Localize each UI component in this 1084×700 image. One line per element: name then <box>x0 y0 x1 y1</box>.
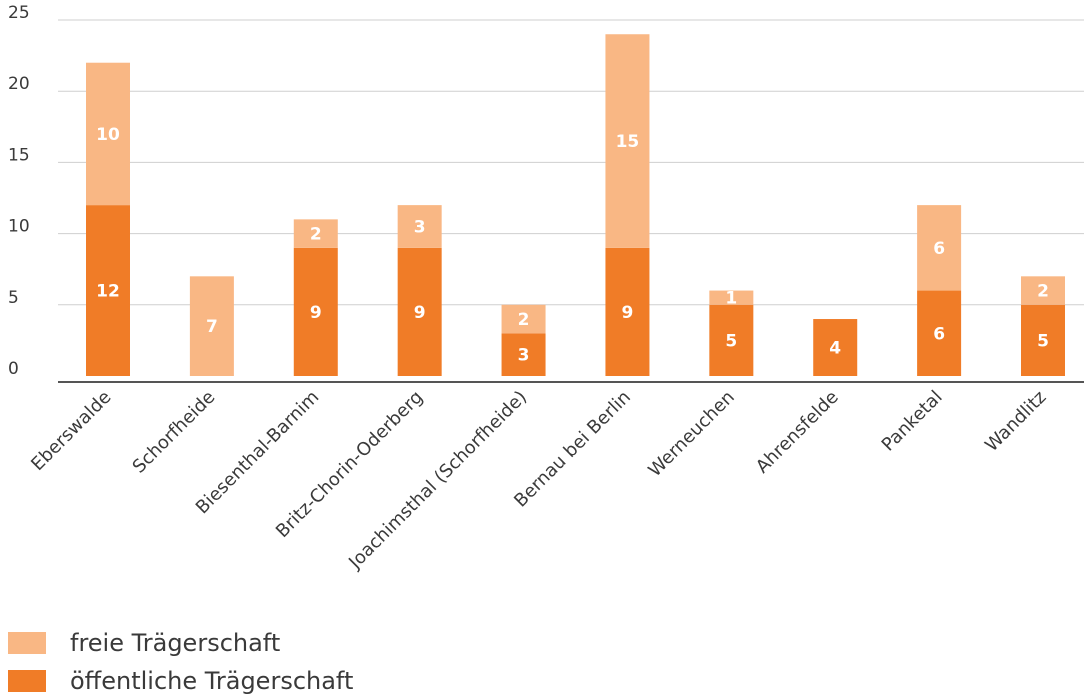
data-label-freie-1: 7 <box>206 317 218 337</box>
y-tick-label-15: 15 <box>8 145 30 165</box>
y-tick-label-25: 25 <box>8 3 30 23</box>
data-label-freie-2: 2 <box>310 225 322 245</box>
data-label-oeffentliche-4: 3 <box>518 346 530 366</box>
data-label-oeffentliche-6: 5 <box>725 331 737 351</box>
data-label-oeffentliche-3: 9 <box>414 303 426 323</box>
legend-label-freie: freie Trägerschaft <box>70 629 281 657</box>
x-tick-label-8: Panketal <box>878 387 947 456</box>
bar-freie-2 <box>293 219 338 248</box>
legend-swatch-oeffentliche <box>8 670 46 692</box>
legend-item-oeffentliche: öffentliche Trägerschaft <box>8 662 353 700</box>
data-label-freie-4: 2 <box>518 310 530 330</box>
bar-freie-8 <box>917 205 962 291</box>
legend: freie Trägerschaft öffentliche Trägersch… <box>8 624 353 700</box>
bar-oeffentliche-0 <box>86 205 130 376</box>
y-tick-label-0: 0 <box>8 359 19 379</box>
bar-oeffentliche-3 <box>397 247 442 376</box>
x-tick-label-6: Werneuchen <box>644 387 738 481</box>
y-tick-label-20: 20 <box>8 74 30 94</box>
data-label-oeffentliche-5: 9 <box>622 303 634 323</box>
bar-oeffentliche-7 <box>813 319 858 376</box>
legend-swatch-freie <box>8 632 46 654</box>
data-label-oeffentliche-7: 4 <box>829 339 841 359</box>
bar-freie-5 <box>605 34 650 248</box>
legend-label-oeffentliche: öffentliche Trägerschaft <box>70 667 354 695</box>
bar-freie-1 <box>189 276 234 376</box>
data-label-oeffentliche-9: 5 <box>1037 331 1049 351</box>
data-label-freie-8: 6 <box>933 239 945 259</box>
legend-item-freie: freie Trägerschaft <box>8 624 353 662</box>
bar-freie-4 <box>501 304 546 334</box>
bar-freie-0 <box>86 62 130 206</box>
stacked-bar-chart: 05101520251210Eberswalde7Schorfheide92Bi… <box>8 3 1084 574</box>
bar-oeffentliche-8 <box>917 290 962 376</box>
x-tick-label-5: Bernau bei Berlin <box>510 387 635 512</box>
data-label-freie-3: 3 <box>414 217 426 237</box>
data-label-oeffentliche-8: 6 <box>933 324 945 344</box>
x-tick-label-4: Joachimsthal (Schorfheide) <box>344 387 531 574</box>
data-label-freie-9: 2 <box>1037 282 1049 302</box>
bar-freie-6 <box>709 290 754 305</box>
bar-freie-3 <box>397 205 442 248</box>
data-label-oeffentliche-2: 9 <box>310 303 322 323</box>
x-tick-label-0: Eberswalde <box>27 387 115 475</box>
data-label-freie-6: 1 <box>725 289 737 309</box>
bar-oeffentliche-5 <box>605 247 650 376</box>
bar-oeffentliche-4 <box>501 333 546 376</box>
bar-oeffentliche-6 <box>709 304 754 376</box>
bar-oeffentliche-9 <box>1021 304 1065 376</box>
bar-freie-9 <box>1021 276 1065 305</box>
x-tick-label-7: Ahrensfelde <box>752 387 843 478</box>
data-label-freie-5: 15 <box>616 132 640 152</box>
y-tick-label-10: 10 <box>8 217 30 237</box>
x-tick-label-9: Wandlitz <box>981 387 1050 456</box>
data-label-freie-0: 10 <box>96 125 120 145</box>
data-label-oeffentliche-0: 12 <box>96 282 120 302</box>
y-tick-label-5: 5 <box>8 288 19 308</box>
x-tick-label-1: Schorfheide <box>129 387 220 478</box>
bar-oeffentliche-2 <box>293 247 338 376</box>
